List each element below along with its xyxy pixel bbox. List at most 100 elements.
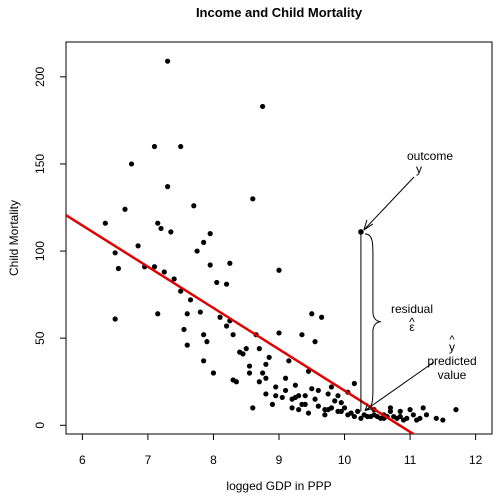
- data-point: [161, 269, 167, 275]
- data-point: [289, 405, 295, 411]
- data-point: [102, 220, 108, 226]
- data-point: [266, 354, 272, 360]
- data-point: [122, 206, 128, 212]
- data-point: [171, 276, 177, 282]
- data-point: [155, 311, 161, 317]
- data-point: [158, 225, 164, 232]
- data-point: [207, 262, 213, 268]
- residual-label: residual: [391, 302, 433, 316]
- residual-brace: [364, 233, 381, 411]
- data-point: [355, 408, 361, 414]
- data-point: [178, 143, 184, 150]
- data-point: [201, 332, 207, 338]
- data-point: [207, 231, 213, 237]
- data-point: [155, 220, 161, 226]
- data-point: [286, 358, 292, 364]
- data-point: [279, 394, 285, 401]
- data-point: [115, 265, 122, 272]
- data-point: [227, 260, 233, 266]
- data-point: [204, 339, 210, 345]
- data-point: [135, 243, 141, 249]
- data-point: [351, 413, 357, 420]
- predicted-hat: ^: [449, 334, 455, 346]
- data-points: [102, 58, 459, 423]
- outcome-symbol: y: [416, 162, 422, 176]
- data-point: [250, 405, 256, 411]
- data-point: [112, 316, 118, 322]
- residual-symbol: ε: [409, 320, 415, 334]
- y-tick-label: 50: [33, 331, 47, 345]
- outcome-arrowhead: [363, 219, 374, 231]
- data-point: [302, 393, 308, 399]
- data-point: [423, 412, 430, 418]
- data-point: [187, 297, 194, 303]
- data-point: [276, 267, 282, 273]
- data-point: [164, 58, 171, 64]
- x-tick-label: 9: [276, 453, 283, 467]
- data-point: [335, 408, 341, 414]
- data-point: [341, 405, 348, 411]
- data-point: [214, 279, 220, 286]
- data-point: [410, 412, 416, 418]
- x-tick-label: 12: [469, 453, 483, 467]
- data-point: [151, 264, 158, 270]
- data-point: [243, 346, 249, 352]
- data-point: [260, 370, 266, 376]
- regression-line: [66, 214, 416, 434]
- x-tick-label: 7: [145, 453, 152, 467]
- outcome-arrow: [363, 176, 415, 231]
- data-point: [322, 412, 328, 418]
- data-point: [240, 351, 246, 357]
- data-point: [299, 332, 305, 338]
- data-point: [210, 370, 217, 376]
- data-point: [319, 314, 325, 320]
- data-point: [273, 393, 279, 399]
- predicted-label-line2: value: [438, 368, 467, 382]
- data-point: [296, 407, 302, 413]
- residual-hat: ^: [409, 315, 415, 329]
- y-tick-label: 100: [33, 241, 47, 261]
- data-point: [256, 379, 262, 385]
- y-tick-label: 150: [33, 154, 47, 174]
- predicted-symbol: y: [449, 340, 455, 354]
- data-point: [309, 311, 315, 317]
- data-point: [328, 405, 335, 411]
- data-point: [358, 415, 364, 421]
- y-axis: 0 50 100 150 200: [33, 67, 66, 429]
- x-axis: 6 7 8 9 10 11 12: [79, 434, 483, 467]
- data-point: [197, 309, 203, 315]
- data-point: [440, 417, 446, 423]
- x-tick-label: 10: [338, 453, 352, 467]
- data-point: [315, 403, 321, 409]
- data-point: [246, 370, 253, 376]
- data-point: [328, 384, 335, 390]
- data-point: [315, 387, 321, 394]
- data-point: [282, 387, 289, 394]
- chart-title: Income and Child Mortality: [196, 5, 363, 20]
- data-point: [407, 407, 413, 413]
- data-point: [256, 346, 262, 352]
- data-point: [417, 415, 423, 421]
- data-point: [223, 323, 230, 329]
- x-tick-label: 6: [79, 453, 86, 467]
- data-point: [305, 410, 312, 416]
- data-point: [201, 358, 207, 364]
- data-point: [191, 203, 197, 209]
- data-point: [397, 413, 403, 420]
- data-point: [420, 405, 426, 411]
- data-point: [309, 386, 315, 392]
- data-point: [404, 415, 410, 421]
- data-point: [223, 281, 230, 287]
- predicted-arrow: [364, 361, 435, 411]
- data-point: [292, 382, 298, 388]
- annotations: outcome y residual ^ ε y ^ predicted val…: [360, 149, 477, 412]
- data-point: [322, 407, 328, 413]
- data-point: [112, 250, 118, 256]
- data-point: [246, 363, 253, 369]
- data-point: [276, 330, 282, 336]
- predicted-label-line1: predicted: [427, 354, 476, 368]
- outcome-label: outcome: [407, 149, 453, 163]
- data-point: [164, 184, 171, 190]
- data-point: [128, 161, 135, 167]
- data-point: [181, 326, 187, 333]
